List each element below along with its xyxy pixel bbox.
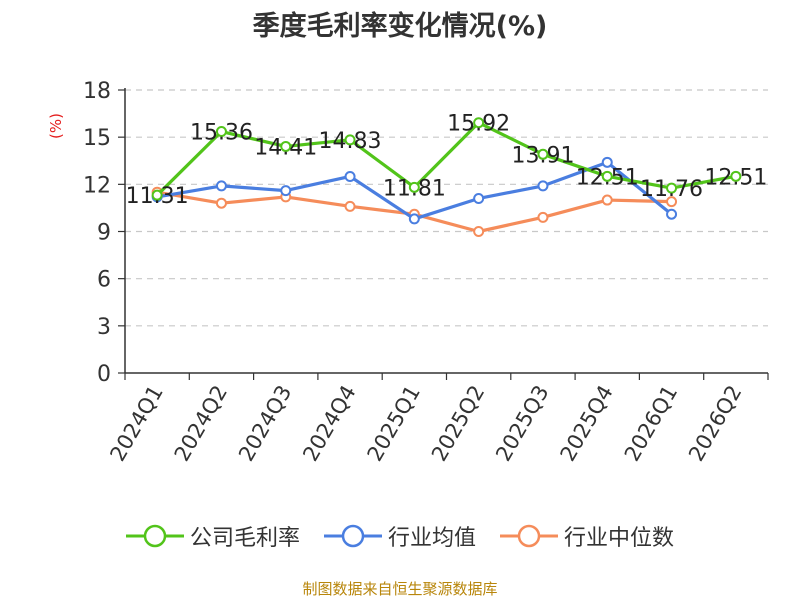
data-point [537, 148, 549, 160]
data-label: 11.76 [640, 177, 703, 202]
legend-marker [143, 524, 167, 548]
data-label: 12.51 [576, 165, 639, 190]
legend-item-industry-median[interactable]: 行业中位数 [500, 520, 674, 552]
data-point [601, 194, 613, 206]
data-label: 11.81 [383, 176, 446, 201]
data-point [666, 182, 678, 194]
legend-item-industry-mean[interactable]: 行业均值 [323, 520, 476, 552]
data-point [344, 134, 356, 146]
data-point [215, 197, 227, 209]
legend-label-industry-mean: 行业均值 [387, 526, 476, 551]
data-point [730, 170, 742, 182]
x-tick-label: 2025Q1 [363, 381, 425, 465]
x-tick-label: 2026Q2 [684, 381, 746, 465]
data-point [601, 156, 613, 168]
data-point [344, 200, 356, 212]
data-label: 14.41 [254, 135, 317, 160]
x-tick-label: 2024Q1 [105, 381, 167, 465]
y-tick-label: 15 [83, 126, 111, 151]
data-point [408, 181, 420, 193]
data-label: 15.36 [190, 121, 253, 146]
legend: 公司毛利率 行业均值 行业中位数 [0, 518, 800, 554]
y-tick-label: 9 [97, 221, 111, 246]
chart-title: 季度毛利率变化情况(%) [252, 11, 548, 42]
source-note: 制图数据来自恒生聚源数据库 [302, 580, 498, 598]
x-tick-label: 2024Q2 [170, 381, 232, 465]
data-point [666, 196, 678, 208]
data-label: 13.91 [511, 143, 574, 168]
legend-label-company: 公司毛利率 [189, 526, 300, 551]
legend-swatch-company [125, 524, 184, 548]
data-label: 12.51 [704, 165, 767, 190]
x-tick-label: 2026Q1 [620, 381, 682, 465]
x-tick-label: 2025Q3 [491, 381, 553, 465]
legend-marker [341, 524, 365, 548]
data-point [601, 170, 613, 182]
data-point [151, 189, 163, 201]
data-point [473, 192, 485, 204]
x-tick-label: 2024Q3 [234, 381, 296, 465]
data-point [408, 213, 420, 225]
y-tick-label: 6 [97, 268, 111, 293]
y-tick-label: 3 [97, 315, 111, 340]
series-line-0 [156, 121, 737, 197]
data-label: 11.31 [126, 184, 189, 209]
data-label: 14.83 [319, 129, 382, 154]
data-point [215, 180, 227, 192]
data-point [537, 211, 549, 223]
x-tick-label: 2024Q4 [298, 381, 360, 465]
legend-label-industry-median: 行业中位数 [564, 526, 675, 551]
y-tick-label: 12 [83, 173, 111, 198]
data-point [473, 117, 485, 129]
line-chart: 0 3 6 9 12 15 18 2024Q1 2024Q2 2024Q3 2024Q4 2025Q1… [83, 79, 769, 465]
data-point [344, 170, 356, 182]
data-point [537, 180, 549, 192]
data-point [215, 126, 227, 138]
data-point [280, 140, 292, 152]
data-label: 15.92 [447, 112, 510, 137]
legend-swatch-industry-median [500, 524, 558, 548]
x-tick-label: 2025Q2 [427, 381, 489, 465]
data-point [473, 226, 485, 237]
data-point [666, 208, 678, 220]
legend-item-company[interactable]: 公司毛利率 [125, 520, 300, 552]
legend-marker [517, 524, 541, 548]
y-tick-label: 0 [97, 362, 111, 387]
x-tick-label: 2025Q4 [555, 381, 617, 465]
y-tick-label: 18 [83, 79, 111, 104]
legend-swatch-industry-mean [323, 524, 382, 548]
data-point [280, 185, 292, 197]
